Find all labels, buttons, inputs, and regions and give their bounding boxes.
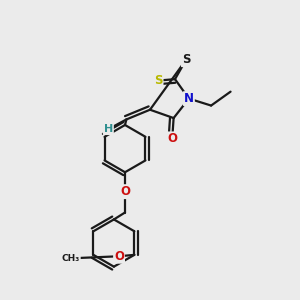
Text: CH₃: CH₃ [62, 254, 80, 263]
Text: O: O [120, 185, 130, 198]
Text: S: S [154, 74, 163, 87]
Text: O: O [167, 132, 177, 146]
Text: N: N [184, 92, 194, 105]
Text: O: O [114, 250, 124, 263]
Text: H: H [104, 124, 113, 134]
Text: S: S [182, 53, 190, 66]
